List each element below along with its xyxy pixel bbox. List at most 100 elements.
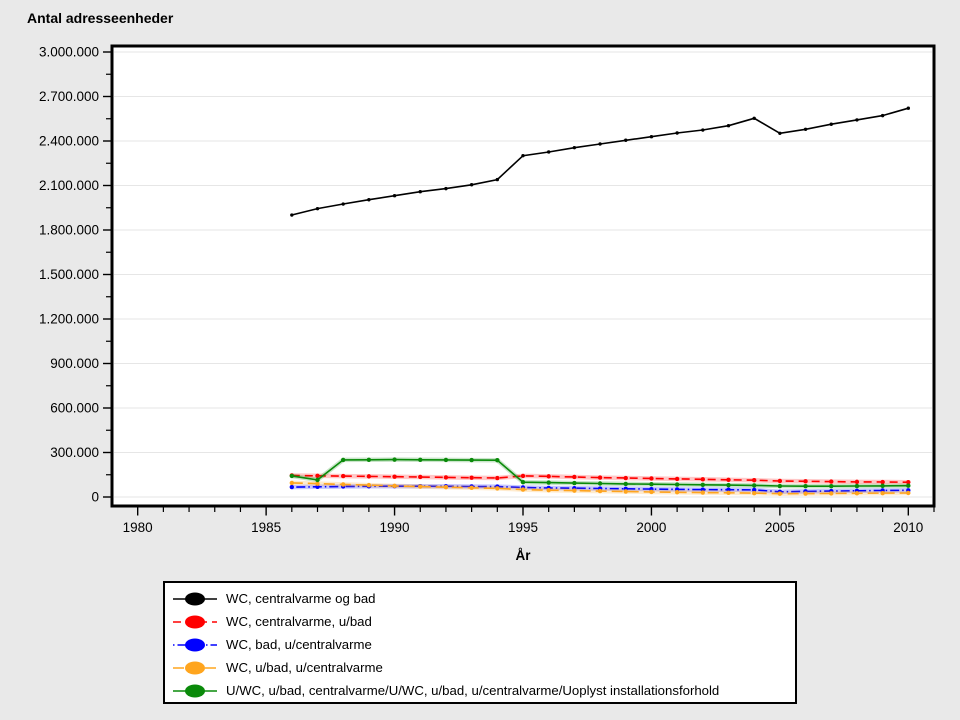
data-point	[649, 476, 654, 481]
data-point	[315, 206, 320, 211]
legend-label: WC, centralvarme, u/bad	[226, 614, 372, 629]
data-point	[675, 131, 679, 135]
data-point	[829, 483, 834, 489]
data-point	[803, 127, 808, 131]
data-point	[340, 482, 346, 487]
data-point	[443, 485, 449, 490]
x-tick-label: 1990	[380, 520, 410, 535]
data-point	[597, 481, 603, 486]
data-point	[623, 489, 628, 494]
data-point	[289, 480, 295, 486]
data-point	[880, 490, 885, 496]
data-point	[803, 483, 808, 489]
data-point	[546, 474, 551, 479]
data-point	[315, 481, 320, 486]
data-point	[880, 483, 885, 489]
data-point	[906, 479, 911, 485]
data-point	[572, 480, 577, 486]
y-tick-label: 0	[91, 490, 99, 505]
data-point	[829, 491, 834, 496]
y-tick-label: 1.500.000	[39, 267, 99, 282]
data-point	[469, 183, 474, 187]
data-point	[751, 483, 757, 488]
data-point	[418, 457, 423, 462]
legend-item: WC, centralvarme, u/bad	[172, 610, 795, 633]
data-point	[726, 490, 731, 496]
legend-swatch	[173, 592, 217, 605]
data-point	[572, 474, 577, 480]
legend-label: WC, bad, u/centralvarme	[226, 637, 372, 652]
data-point	[572, 145, 577, 150]
plot-background	[112, 46, 934, 506]
data-point	[803, 491, 808, 496]
legend-marker-icon	[185, 661, 205, 674]
y-tick-label: 3.000.000	[39, 45, 99, 60]
data-point	[444, 186, 448, 191]
data-point	[674, 482, 680, 487]
x-tick-label: 1995	[508, 520, 538, 535]
data-point	[726, 124, 731, 128]
data-point	[597, 475, 603, 480]
data-point	[392, 483, 397, 489]
data-point	[880, 113, 885, 118]
data-point	[572, 488, 577, 493]
y-tick-label: 600.000	[50, 401, 99, 416]
legend-swatch	[173, 615, 217, 628]
data-point	[674, 476, 680, 482]
data-point	[777, 491, 783, 496]
data-point	[469, 485, 474, 491]
y-tick-label: 900.000	[50, 356, 99, 371]
x-tick-label: 2000	[636, 520, 666, 535]
legend-item: WC, bad, u/centralvarme	[172, 633, 795, 656]
y-tick-label: 2.400.000	[39, 134, 99, 149]
data-point	[854, 483, 860, 489]
legend-swatch	[173, 684, 217, 697]
legend-label: WC, u/bad, u/centralvarme	[226, 660, 383, 675]
data-point	[854, 479, 860, 485]
data-point	[443, 457, 449, 463]
data-point	[366, 457, 372, 462]
data-point	[906, 483, 911, 488]
data-point	[597, 488, 603, 494]
data-point	[752, 116, 756, 121]
data-point	[366, 474, 372, 479]
data-point	[495, 475, 500, 481]
data-point	[418, 484, 423, 489]
data-point	[700, 482, 706, 488]
data-point	[855, 118, 859, 122]
data-point	[418, 190, 422, 194]
data-point	[392, 194, 397, 198]
x-tick-label: 2005	[765, 520, 795, 535]
data-point	[469, 457, 474, 463]
y-tick-label: 2.100.000	[39, 178, 99, 193]
data-point	[726, 477, 731, 482]
data-point	[598, 142, 602, 146]
data-point	[443, 475, 449, 480]
data-point	[623, 481, 628, 487]
x-tick-label: 2010	[893, 520, 923, 535]
legend-marker-icon	[185, 684, 205, 697]
data-point	[803, 479, 808, 484]
legend: WC, centralvarme og bad WC, centralvarme,…	[163, 581, 797, 704]
data-point	[829, 479, 834, 484]
data-point	[777, 483, 783, 489]
data-point	[340, 457, 346, 463]
x-tick-label: 1985	[251, 520, 281, 535]
data-point	[546, 150, 551, 154]
data-point	[289, 484, 295, 490]
data-point	[495, 458, 500, 463]
data-point	[649, 489, 654, 495]
legend-marker-icon	[185, 592, 205, 605]
x-axis-title: År	[515, 548, 531, 563]
data-point	[289, 473, 295, 479]
data-point	[418, 474, 423, 480]
data-point	[341, 202, 345, 206]
chart-title: Antal adresseenheder	[27, 10, 174, 26]
data-point	[649, 482, 654, 487]
plot-border	[110, 44, 936, 508]
data-point	[392, 457, 397, 462]
data-point	[520, 473, 526, 479]
data-point	[521, 153, 525, 158]
data-point	[778, 131, 782, 135]
